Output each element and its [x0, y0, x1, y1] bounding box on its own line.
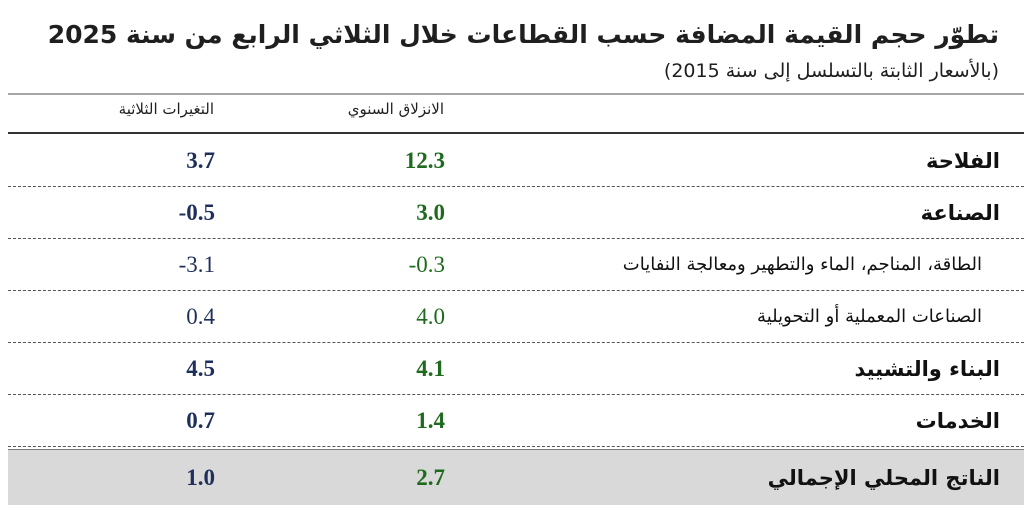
table-row: الطاقة، المناجم، الماء والتطهير ومعالجة …	[8, 239, 1024, 291]
annual-value: 3.0	[416, 199, 445, 225]
quarterly-value: 1.0	[186, 464, 215, 490]
row-label: الصناعة	[920, 200, 1000, 225]
quarterly-value: 0.7	[186, 407, 215, 433]
row-label: الناتج المحلي الإجمالي	[767, 465, 1000, 490]
row-label: الصناعات المعملية أو التحويلية	[757, 306, 982, 327]
column-header: التغيرات الثلاثية	[118, 100, 214, 118]
rule	[8, 132, 1024, 134]
quarterly-value: -3.1	[178, 251, 215, 277]
column-header: الانزلاق السنوي	[347, 100, 444, 118]
row-label: البناء والتشييد	[854, 356, 1000, 381]
quarterly-value: -0.5	[178, 199, 215, 225]
rule	[8, 93, 1024, 95]
row-label: الطاقة، المناجم، الماء والتطهير ومعالجة …	[622, 254, 982, 275]
row-label: الفلاحة	[925, 148, 1000, 173]
quarterly-value: 3.7	[186, 147, 215, 173]
total-row: الناتج المحلي الإجمالي 2.7 1.0	[8, 449, 1024, 505]
annual-value: 4.1	[416, 355, 445, 381]
annual-value: 4.0	[416, 303, 445, 329]
table-row: الصناعة 3.0 -0.5	[8, 187, 1024, 239]
annual-value: 2.7	[416, 464, 445, 490]
table-row: الصناعات المعملية أو التحويلية 4.0 0.4	[8, 291, 1024, 343]
table-row: الفلاحة 12.3 3.7	[8, 135, 1024, 187]
row-label: الخدمات	[915, 408, 1000, 433]
table-subtitle: (بالأسعار الثابتة بالتسلسل إلى سنة 2015)	[663, 60, 999, 82]
annual-value: -0.3	[408, 251, 445, 277]
quarterly-value: 4.5	[186, 355, 215, 381]
quarterly-value: 0.4	[186, 303, 215, 329]
annual-value: 12.3	[404, 147, 445, 173]
annual-value: 1.4	[416, 407, 445, 433]
table-title: تطوّر حجم القيمة المضافة حسب القطاعات خل…	[47, 20, 999, 49]
table-row: البناء والتشييد 4.1 4.5	[8, 343, 1024, 395]
table-row: الخدمات 1.4 0.7	[8, 395, 1024, 447]
